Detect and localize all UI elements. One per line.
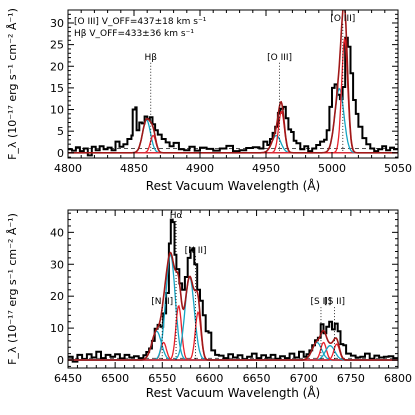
y-tick-label: 40 xyxy=(50,226,64,239)
total-model-line xyxy=(68,10,398,154)
y-tick-label: 0 xyxy=(57,354,64,367)
line-id-label: [O III] xyxy=(267,53,292,63)
line-id-label: [S II] xyxy=(324,297,345,307)
total-model-line xyxy=(68,251,398,361)
voff-oiii-annotation: [O III] V_OFF=437±18 km s⁻¹ xyxy=(74,17,207,27)
y-tick-label: 10 xyxy=(50,322,64,335)
x-axis-label: Rest Vacuum Wavelength (Å) xyxy=(146,178,320,193)
y-tick-label: 20 xyxy=(50,60,64,73)
voff-hbeta-annotation: Hβ V_OFF=433±36 km s⁻¹ xyxy=(74,29,194,39)
plot-frame xyxy=(67,209,399,369)
y-tick-label: 5 xyxy=(57,125,64,138)
x-tick-label: 6750 xyxy=(337,372,365,385)
x-tick-label: 4800 xyxy=(54,162,82,175)
observed-spectrum-line xyxy=(68,218,398,363)
x-tick-label: 6600 xyxy=(195,372,223,385)
x-tick-label: 6500 xyxy=(101,372,129,385)
line-id-label: Hα xyxy=(170,211,183,221)
line-id-label: [N II] xyxy=(151,297,173,307)
y-tick-label: 15 xyxy=(50,82,64,95)
y-tick-label: 30 xyxy=(50,258,64,271)
x-tick-label: 5000 xyxy=(318,162,346,175)
y-tick-label: 10 xyxy=(50,104,64,117)
x-tick-label: 6800 xyxy=(384,372,412,385)
x-tick-label: 4900 xyxy=(186,162,214,175)
x-tick-label: 6450 xyxy=(54,372,82,385)
y-axis-label: F_λ (10⁻¹⁷ erg s⁻¹ cm⁻² Å⁻¹) xyxy=(6,213,19,365)
y-tick-label: 25 xyxy=(50,39,64,52)
axis-ticks: 4800 4850 4900 4950 5000 5050 0 5 10 15 20 25 30 xyxy=(50,9,412,175)
line-id-label: [S II] xyxy=(311,297,332,307)
line-id-label: [O III] xyxy=(330,14,355,24)
x-tick-label: 6550 xyxy=(148,372,176,385)
broad-component-line xyxy=(68,253,398,361)
y-tick-label: 0 xyxy=(57,147,64,160)
y-tick-label: 30 xyxy=(50,17,64,30)
halpha-nii-sii-panel: 6450 6500 6550 6600 6650 6700 6750 6800 0 10 20 30 4… xyxy=(6,209,412,400)
x-tick-label: 4950 xyxy=(252,162,280,175)
axis-ticks: 6450 6500 6550 6600 6650 6700 6750 6800 0 10 20 30 4… xyxy=(50,210,412,385)
y-axis-label: F_λ (10⁻¹⁷ erg s⁻¹ cm⁻² Å⁻¹) xyxy=(6,8,19,160)
x-tick-label: 6650 xyxy=(243,372,271,385)
line-id-label: Hβ xyxy=(145,53,158,63)
narrow-component-line xyxy=(68,304,398,361)
y-tick-label: 20 xyxy=(50,290,64,303)
x-axis-label: Rest Vacuum Wavelength (Å) xyxy=(146,385,320,400)
oiii-hbeta-panel: 4800 4850 4900 4950 5000 5050 0 5 10 15 20 25 30 [O … xyxy=(6,8,412,193)
x-tick-label: 4850 xyxy=(120,162,148,175)
x-tick-label: 6700 xyxy=(290,372,318,385)
x-tick-label: 5050 xyxy=(384,162,412,175)
line-id-label: [N II] xyxy=(185,246,207,256)
broad-component-line xyxy=(68,276,398,361)
